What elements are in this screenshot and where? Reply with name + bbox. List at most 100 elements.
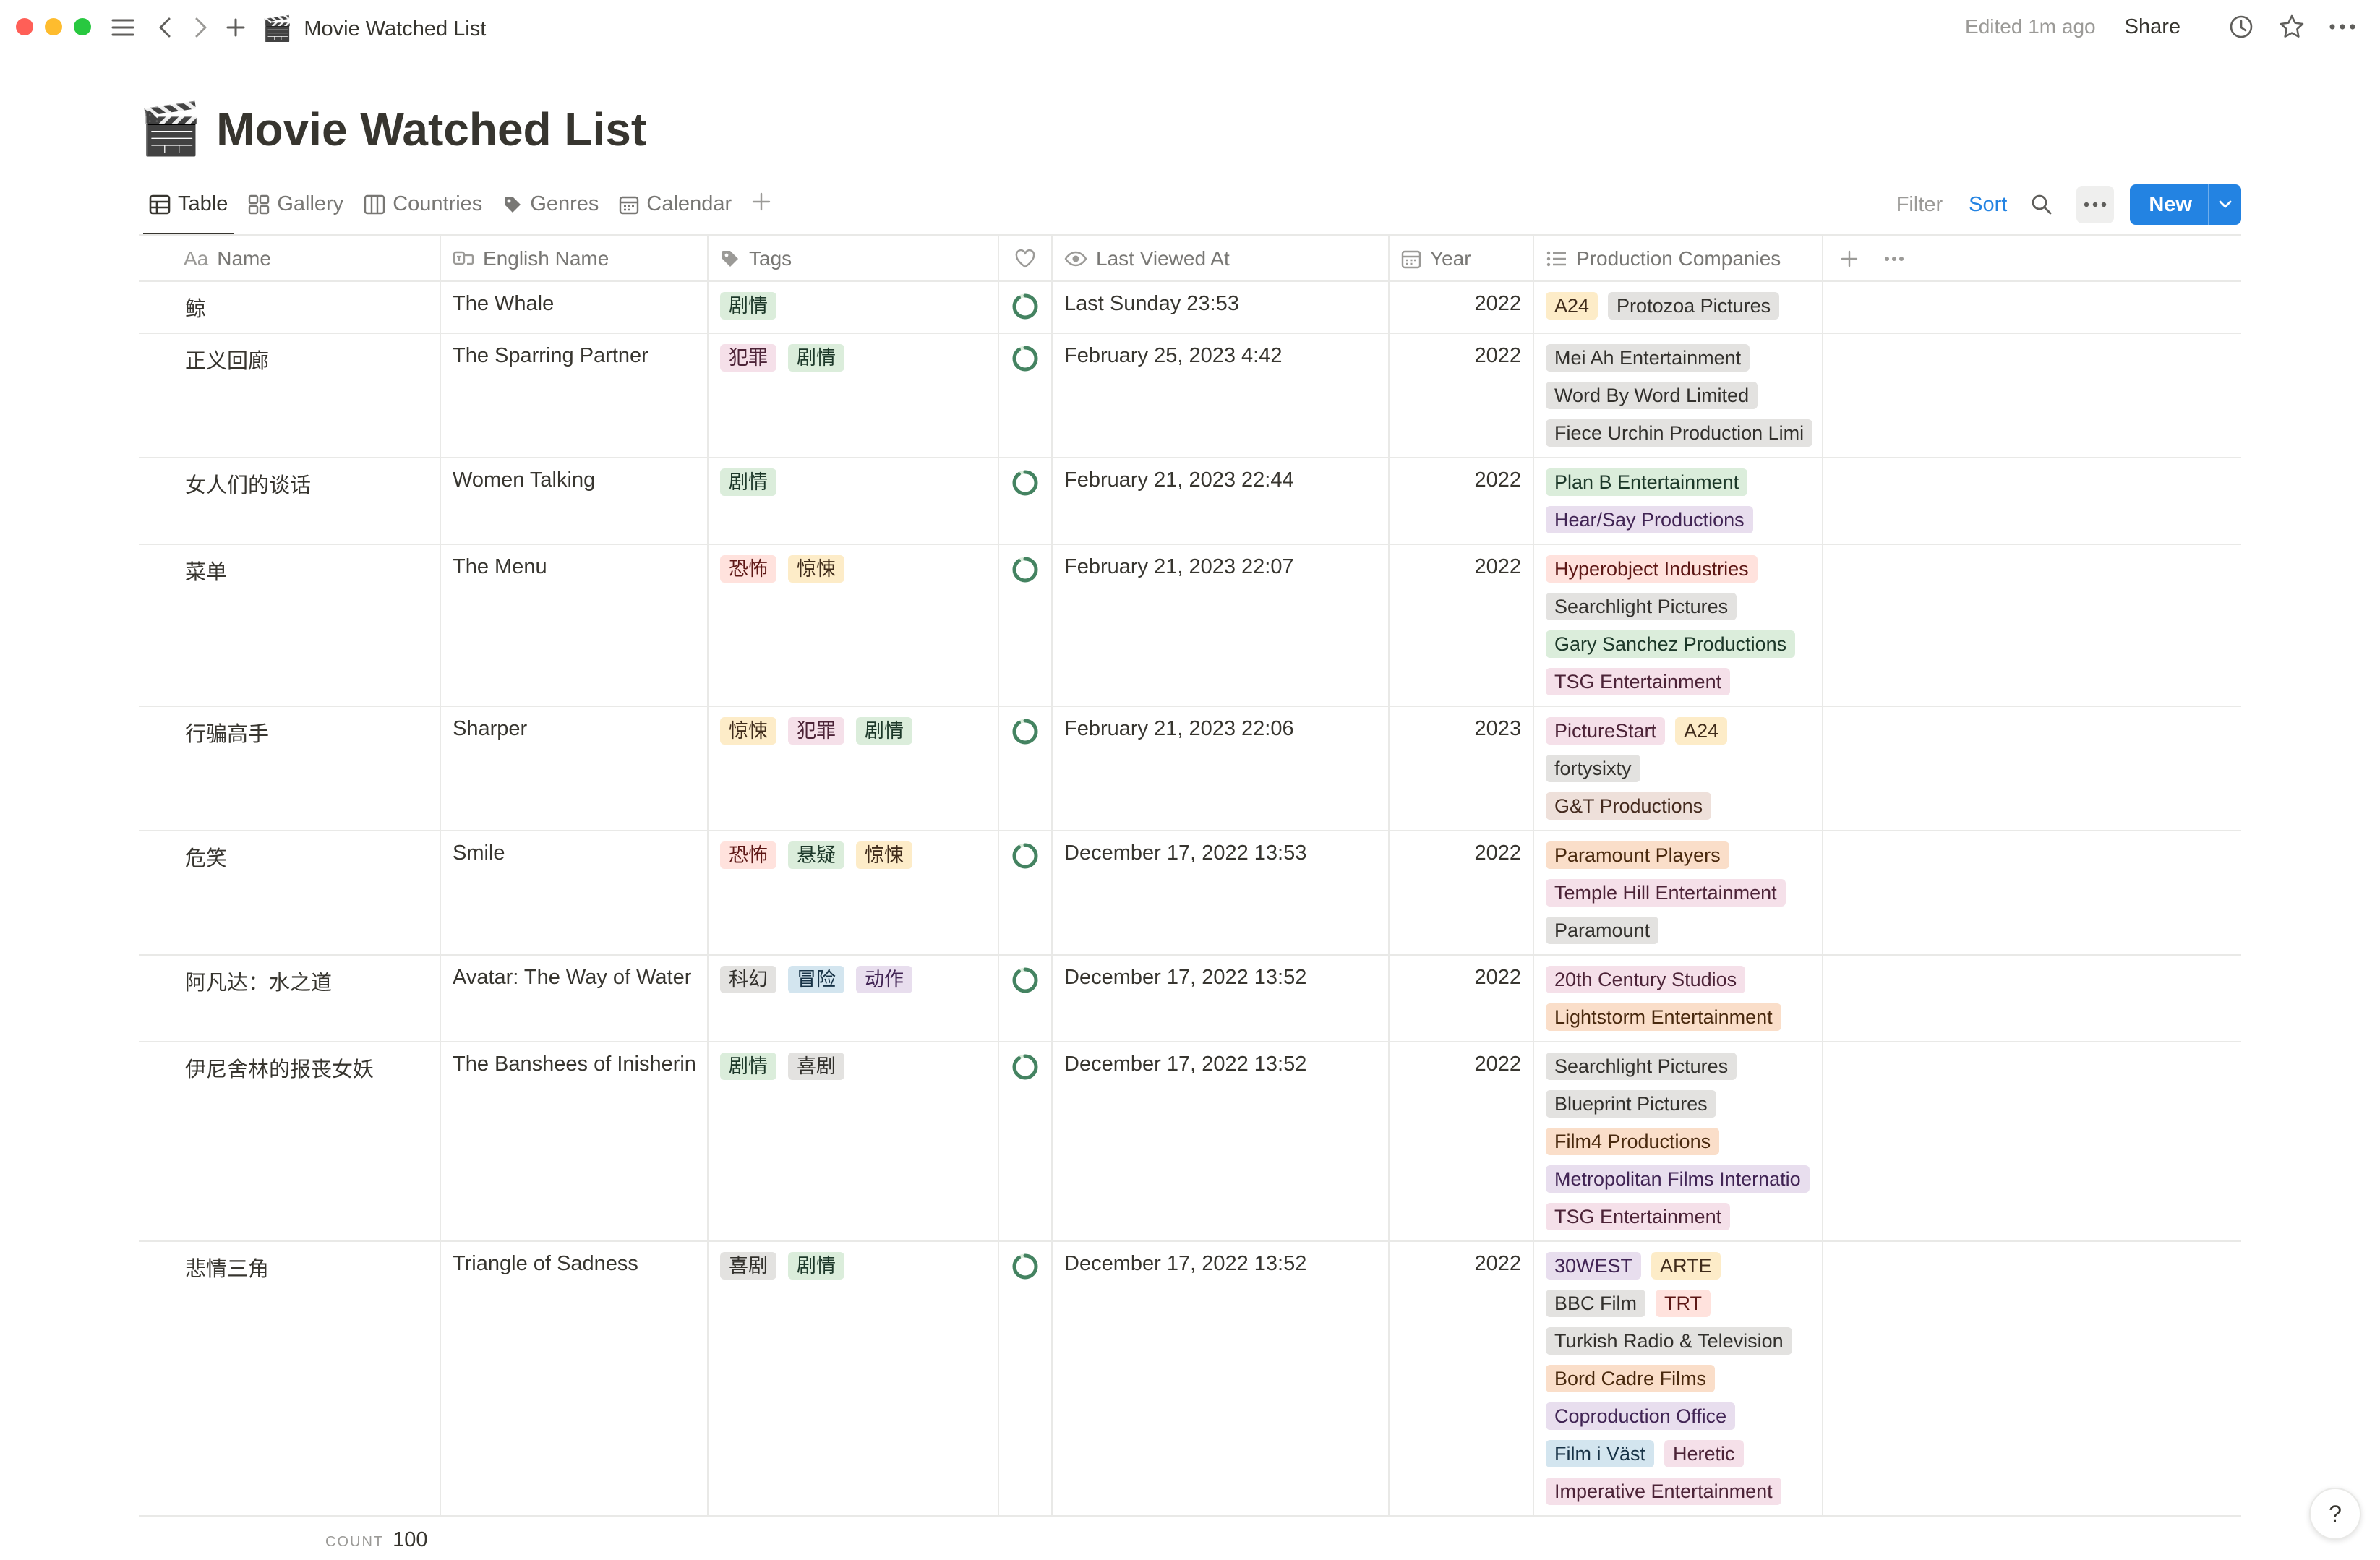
cell-english-name[interactable]: The Sparring Partner <box>441 334 709 457</box>
page-title-text[interactable]: Movie Watched List <box>216 103 647 155</box>
cell-year[interactable]: 2023 <box>1390 707 1534 830</box>
window-title[interactable]: 🎬 Movie Watched List <box>262 14 486 43</box>
favorite-star-icon[interactable] <box>2276 11 2308 43</box>
cell-english-name[interactable]: The Banshees of Inisherin <box>441 1042 709 1240</box>
cell-year[interactable]: 2022 <box>1390 282 1534 333</box>
cell-last-viewed[interactable]: December 17, 2022 13:53 <box>1053 831 1390 954</box>
history-icon[interactable] <box>2225 11 2257 43</box>
add-view-button[interactable] <box>742 184 781 226</box>
cell-year[interactable]: 2022 <box>1390 1242 1534 1515</box>
cell-name[interactable]: 阿凡达：水之道 <box>139 956 441 1041</box>
cell-empty[interactable] <box>1823 458 2241 544</box>
cell-tags[interactable]: 剧情 喜剧 <box>709 1042 999 1240</box>
minimize-window-button[interactable] <box>45 18 62 35</box>
cell-empty[interactable] <box>1823 545 2241 706</box>
column-header-tags[interactable]: Tags <box>709 236 999 282</box>
table-footer[interactable]: COUNT 100 <box>325 1528 428 1552</box>
tab-genres[interactable]: Genres <box>492 184 609 234</box>
cell-year[interactable]: 2022 <box>1390 1042 1534 1240</box>
column-header-english-name[interactable]: English Name <box>441 236 709 282</box>
cell-empty[interactable] <box>1823 1242 2241 1515</box>
cell-production-companies[interactable]: Plan B Entertainment Hear/Say Productions <box>1534 458 1823 544</box>
tab-countries[interactable]: Countries <box>354 184 492 234</box>
more-options-icon[interactable] <box>2327 11 2358 43</box>
cell-last-viewed[interactable]: Last Sunday 23:53 <box>1053 282 1390 333</box>
cell-english-name[interactable]: Triangle of Sadness <box>441 1242 709 1515</box>
cell-tags[interactable]: 惊悚 犯罪 剧情 <box>709 707 999 830</box>
cell-english-name[interactable]: Smile <box>441 831 709 954</box>
forward-icon[interactable] <box>187 13 215 42</box>
cell-production-companies[interactable]: 30WEST ARTE BBC Film TRT Turkish Radio & Tel… <box>1534 1242 1823 1515</box>
cell-name[interactable]: 悲情三角 <box>139 1242 441 1515</box>
cell-last-viewed[interactable]: February 21, 2023 22:07 <box>1053 545 1390 706</box>
column-header-production-companies[interactable]: Production Companies <box>1534 236 1823 282</box>
table-row[interactable]: 悲情三角 Triangle of Sadness 喜剧 剧情 December 17, … <box>139 1242 2241 1517</box>
progress-ring-icon[interactable] <box>999 282 1053 333</box>
page-title[interactable]: 🎬 Movie Watched List <box>139 100 646 159</box>
cell-empty[interactable] <box>1823 282 2241 333</box>
cell-empty[interactable] <box>1823 1042 2241 1240</box>
cell-production-companies[interactable]: Searchlight Pictures Blueprint Pictures Fi… <box>1534 1042 1823 1240</box>
cell-tags[interactable]: 剧情 <box>709 458 999 544</box>
progress-ring-icon[interactable] <box>999 458 1053 544</box>
progress-ring-icon[interactable] <box>999 1242 1053 1515</box>
cell-last-viewed[interactable]: December 17, 2022 13:52 <box>1053 956 1390 1041</box>
cell-year[interactable]: 2022 <box>1390 831 1534 954</box>
sort-button[interactable]: Sort <box>1969 192 2008 216</box>
progress-ring-icon[interactable] <box>999 956 1053 1041</box>
cell-year[interactable]: 2022 <box>1390 334 1534 457</box>
column-header-name[interactable]: Aa Name <box>139 236 441 282</box>
cell-last-viewed[interactable]: December 17, 2022 13:52 <box>1053 1042 1390 1240</box>
help-button[interactable]: ? <box>2309 1488 2361 1540</box>
cell-english-name[interactable]: The Whale <box>441 282 709 333</box>
progress-ring-icon[interactable] <box>999 1042 1053 1240</box>
cell-year[interactable]: 2022 <box>1390 458 1534 544</box>
tab-table[interactable]: Table <box>139 184 238 236</box>
new-button[interactable]: New <box>2149 192 2192 216</box>
back-icon[interactable] <box>150 13 179 42</box>
cell-name[interactable]: 正义回廊 <box>139 334 441 457</box>
cell-name[interactable]: 行骗高手 <box>139 707 441 830</box>
column-header-favorite[interactable] <box>999 236 1053 282</box>
zoom-window-button[interactable] <box>74 18 91 35</box>
close-window-button[interactable] <box>16 18 33 35</box>
cell-english-name[interactable]: Women Talking <box>441 458 709 544</box>
cell-empty[interactable] <box>1823 831 2241 954</box>
cell-tags[interactable]: 喜剧 剧情 <box>709 1242 999 1515</box>
cell-production-companies[interactable]: Mei Ah Entertainment Word By Word Limited… <box>1534 334 1823 457</box>
new-dropdown-chevron-icon[interactable] <box>2208 184 2241 225</box>
cell-tags[interactable]: 恐怖 悬疑 惊悚 <box>709 831 999 954</box>
search-icon[interactable] <box>2023 186 2060 223</box>
table-row[interactable]: 菜单 The Menu 恐怖 惊悚 February 21, 2023 22:07 202… <box>139 545 2241 707</box>
cell-year[interactable]: 2022 <box>1390 956 1534 1041</box>
cell-tags[interactable]: 犯罪 剧情 <box>709 334 999 457</box>
cell-last-viewed[interactable]: December 17, 2022 13:52 <box>1053 1242 1390 1515</box>
cell-production-companies[interactable]: Hyperobject Industries Searchlight Pictur… <box>1534 545 1823 706</box>
cell-tags[interactable]: 恐怖 惊悚 <box>709 545 999 706</box>
cell-production-companies[interactable]: Paramount Players Temple Hill Entertainme… <box>1534 831 1823 954</box>
cell-tags[interactable]: 剧情 <box>709 282 999 333</box>
cell-production-companies[interactable]: PictureStart A24 fortysixty G&T Productions <box>1534 707 1823 830</box>
cell-english-name[interactable]: Sharper <box>441 707 709 830</box>
view-options-icon[interactable] <box>2076 186 2115 223</box>
sidebar-toggle-icon[interactable] <box>108 13 137 42</box>
cell-name[interactable]: 女人们的谈话 <box>139 458 441 544</box>
cell-production-companies[interactable]: 20th Century Studios Lightstorm Entertain… <box>1534 956 1823 1041</box>
table-row[interactable]: 行骗高手 Sharper 惊悚 犯罪 剧情 February 21, 2023 22:06… <box>139 707 2241 831</box>
table-row[interactable]: 危笑 Smile 恐怖 悬疑 惊悚 December 17, 2022 13:53 2022… <box>139 831 2241 956</box>
cell-name[interactable]: 菜单 <box>139 545 441 706</box>
table-row[interactable]: 阿凡达：水之道 Avatar: The Way of Water 科幻 冒险 动作 Dec… <box>139 956 2241 1042</box>
table-options-button[interactable] <box>1870 236 1916 282</box>
page-icon-clapperboard[interactable]: 🎬 <box>139 100 202 157</box>
table-row[interactable]: 鲸 The Whale 剧情 Last Sunday 23:53 2022 A24 Prot… <box>139 282 2241 334</box>
cell-empty[interactable] <box>1823 334 2241 457</box>
cell-name[interactable]: 危笑 <box>139 831 441 954</box>
cell-empty[interactable] <box>1823 956 2241 1041</box>
cell-name[interactable]: 鲸 <box>139 282 441 333</box>
tab-gallery[interactable]: Gallery <box>238 184 354 234</box>
progress-ring-icon[interactable] <box>999 334 1053 457</box>
column-header-last-viewed[interactable]: Last Viewed At <box>1053 236 1390 282</box>
new-page-icon[interactable] <box>221 13 250 42</box>
cell-english-name[interactable]: The Menu <box>441 545 709 706</box>
cell-year[interactable]: 2022 <box>1390 545 1534 706</box>
